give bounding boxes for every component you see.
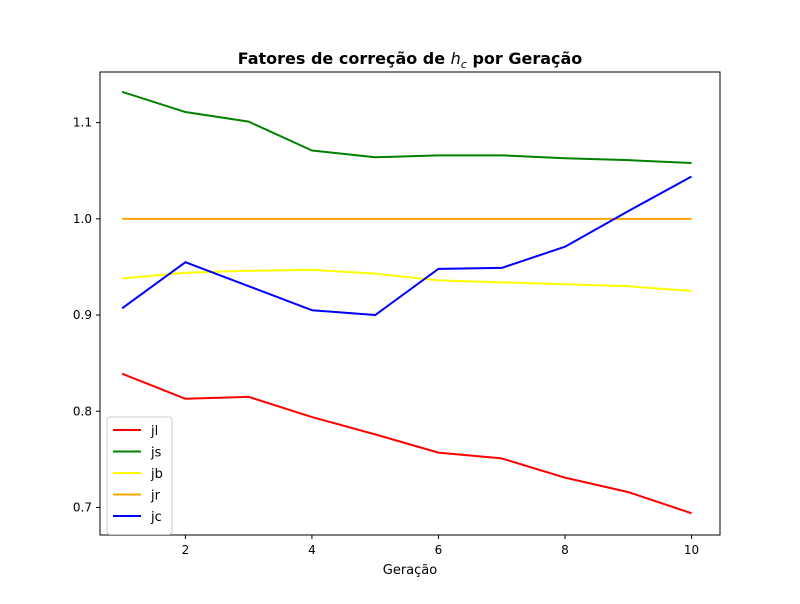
y-tick-label: 1.1 (73, 116, 92, 130)
legend-box (106, 416, 173, 535)
legend-label-jl: jl (150, 424, 158, 439)
plot-frame (99, 71, 721, 536)
x-tick-label: 8 (561, 543, 569, 557)
x-tick-label: 10 (684, 543, 699, 557)
legend-label-jc: jc (150, 510, 162, 525)
chart-title-math-subscript: c (461, 58, 467, 71)
plot-area: 2 4 6 8 10 0.7 0.8 0.9 1.0 1.1 jl js jb jr jc (73, 71, 721, 557)
series-line-jb (122, 268, 692, 292)
y-tick-label: 0.9 (73, 308, 92, 322)
y-tick-label: 0.8 (73, 404, 92, 418)
series-line-jl (121, 372, 692, 515)
chart-title-prefix: Fatores de correção de (238, 49, 451, 68)
y-tick-label: 1.0 (73, 212, 92, 226)
chart-title: Fatores de correção de hc por Geração (238, 49, 583, 71)
x-tick-label: 6 (435, 543, 443, 557)
y-tick-label: 0.7 (73, 500, 92, 514)
legend-label-js: js (150, 446, 162, 461)
legend-label-jr: jr (150, 489, 161, 504)
legend-label-jb: jb (150, 467, 163, 482)
x-axis-label: Geração (383, 563, 437, 578)
series-line-js (121, 90, 692, 165)
chart-title-math: h (451, 49, 461, 68)
x-tick-label: 2 (182, 543, 190, 557)
series-line-jc (121, 175, 693, 317)
x-tick-label: 4 (308, 543, 316, 557)
chart-title-suffix: por Geração (467, 49, 582, 68)
